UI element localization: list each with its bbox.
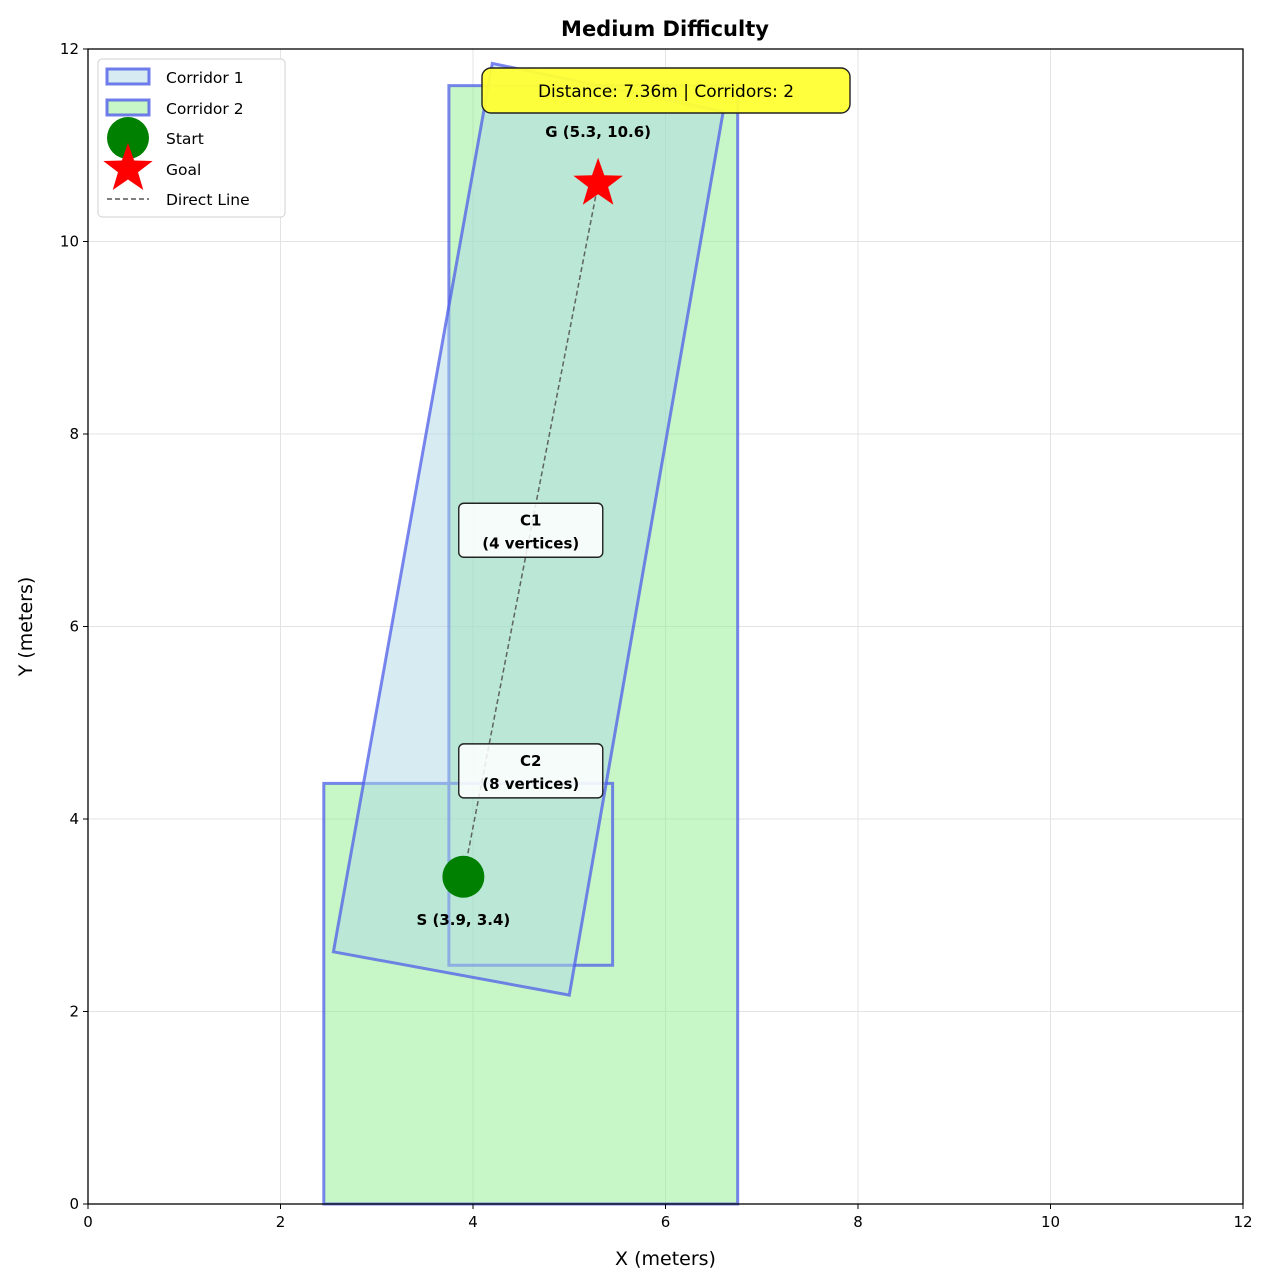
corridor-label-vertices: (8 vertices) (482, 775, 579, 793)
markers (442, 157, 623, 898)
info-box: Distance: 7.36m | Corridors: 2 (481, 67, 851, 114)
x-tick-label: 2 (276, 1213, 286, 1231)
x-tick-label: 6 (661, 1213, 671, 1231)
corridor-label-box: C1 (4 vertices) (458, 502, 604, 558)
x-axis-label: X (meters) (615, 1248, 716, 1270)
y-tick-label: 10 (60, 233, 79, 251)
axis-ticks: 0 2 4 6 8 10 12 0 2 4 6 8 10 12 (60, 40, 1253, 1231)
y-axis-label: Y (meters) (15, 577, 37, 678)
corridor-label-frame (458, 743, 604, 799)
x-tick-label: 0 (83, 1213, 93, 1231)
corridor-label-box: C2 (8 vertices) (458, 743, 604, 799)
corridor-label-name: C1 (520, 511, 541, 529)
corridor-polygons (322, 61, 740, 1206)
x-tick-label: 10 (1041, 1213, 1060, 1231)
legend-swatch-start (107, 117, 149, 159)
legend-swatch-goal (103, 143, 153, 190)
y-tick-label: 8 (69, 425, 79, 443)
goal-annotation: G (5.3, 10.6) (545, 123, 651, 141)
y-tick-label: 6 (69, 618, 79, 636)
start-annotation: S (3.9, 3.4) (416, 911, 510, 929)
x-tick-label: 8 (853, 1213, 863, 1231)
goal-marker (573, 157, 623, 205)
info-box-text: Distance: 7.36m | Corridors: 2 (538, 82, 794, 102)
corridor-label-vertices: (4 vertices) (482, 534, 579, 552)
start-marker (442, 855, 485, 898)
legend-swatch-corridor-2 (105, 98, 151, 117)
annotations: S (3.9, 3.4)G (5.3, 10.6)C1(4 vertices)C… (416, 67, 851, 929)
legend-label-start: Start (166, 130, 204, 148)
legend-label-corridor-1: Corridor 1 (166, 69, 244, 87)
corridor-label-name: C2 (520, 752, 541, 770)
info-box-frame (481, 67, 851, 114)
x-tick-label: 4 (468, 1213, 478, 1231)
legend-label-goal: Goal (166, 161, 201, 179)
y-tick-label: 0 (69, 1195, 79, 1213)
y-tick-label: 12 (60, 40, 79, 58)
y-tick-label: 2 (69, 1003, 79, 1021)
y-tick-label: 4 (69, 810, 79, 828)
legend-swatch-corridor-1 (105, 67, 151, 86)
legend: Corridor 1 Corridor 2 Start Goal Direct Line (97, 58, 286, 218)
x-tick-label: 12 (1233, 1213, 1252, 1231)
legend-label-corridor-2: Corridor 2 (166, 100, 244, 118)
legend-label-direct-line: Direct Line (166, 191, 250, 209)
chart-title: Medium Difficulty (561, 17, 769, 41)
corridor-label-frame (458, 502, 604, 558)
